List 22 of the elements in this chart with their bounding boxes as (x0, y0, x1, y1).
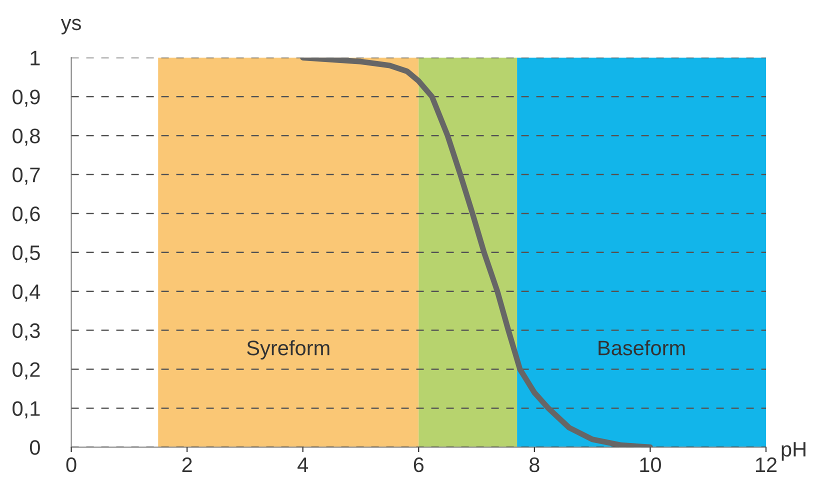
x-axis-title: pH (782, 442, 806, 461)
x-tick-label: 12 (756, 457, 777, 472)
x-tick-label: 2 (182, 457, 192, 472)
y-tick-label: 0,6 (12, 206, 40, 224)
y-tick-label: 0,3 (12, 323, 40, 341)
y-tick-label: 0,8 (12, 128, 40, 146)
y-axis-title: ys (60, 18, 81, 34)
y-tick-label: 0,9 (12, 90, 40, 107)
band-label: Syreform (247, 340, 330, 360)
x-tick-label: 6 (414, 457, 424, 472)
band-label: Baseform (598, 340, 685, 356)
x-tick-label: 4 (298, 458, 308, 472)
y-tick-label: 0,2 (12, 362, 40, 380)
y-tick-label: 0,7 (12, 168, 40, 185)
y-tick-label: 0,1 (12, 401, 40, 418)
y-tick-label: 0,5 (12, 245, 40, 263)
x-tick-label: 8 (530, 457, 540, 472)
y-tick-label: 0,4 (12, 284, 40, 302)
y-tick-label: 1 (30, 50, 40, 66)
y-tick-label: 0 (30, 440, 40, 455)
x-tick-label: 0 (66, 457, 76, 472)
x-tick-label: 10 (640, 457, 661, 472)
